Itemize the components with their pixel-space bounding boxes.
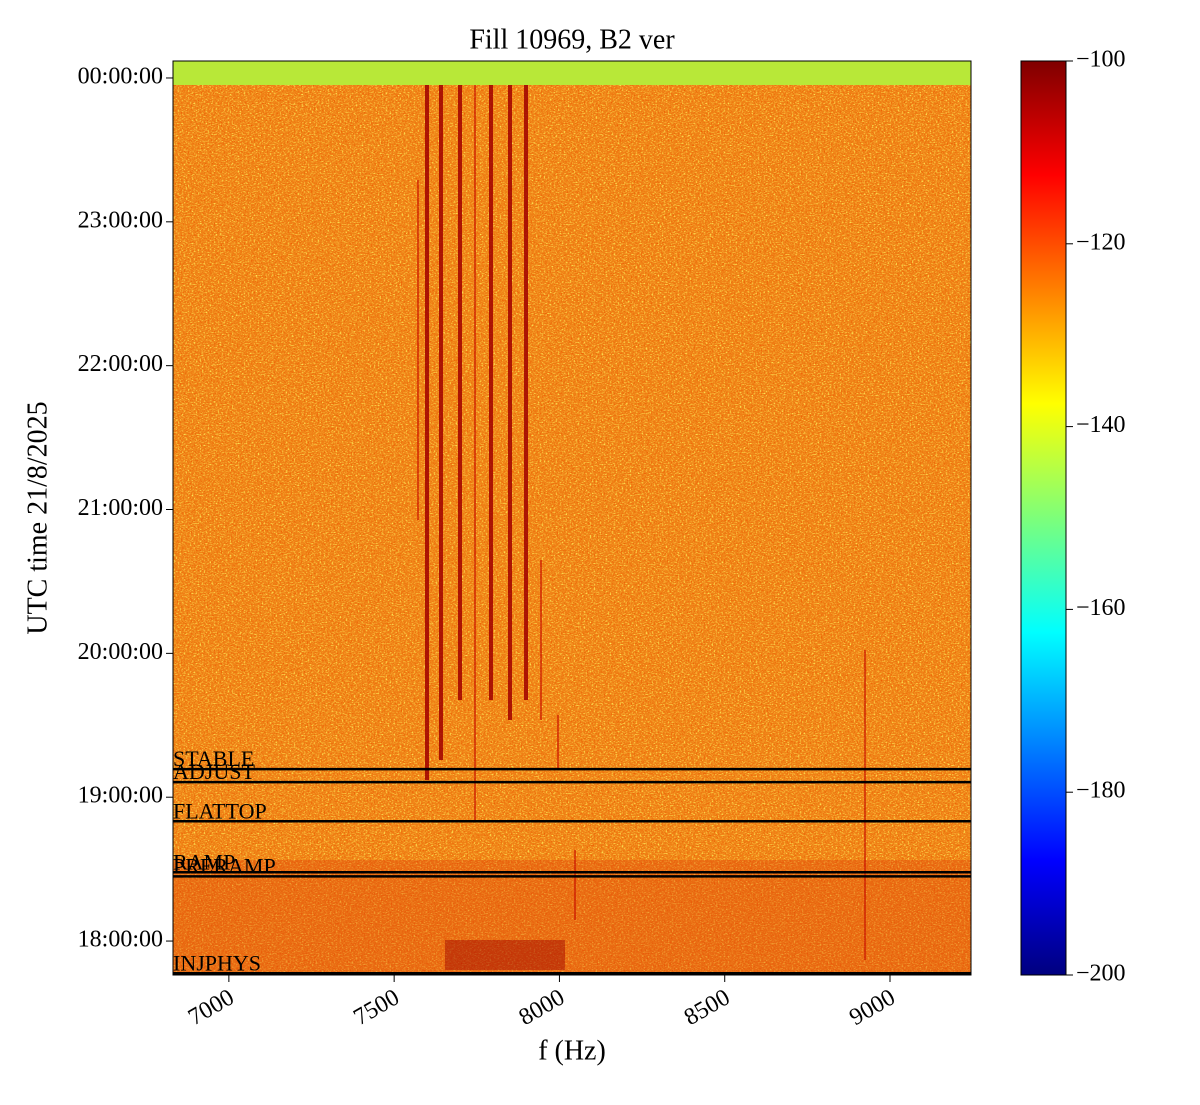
plot-frame (172, 60, 972, 976)
y-tick-label: 19:00:00 (78, 783, 163, 809)
x-tick-label: 7500 (349, 984, 404, 1031)
y-tick-label: 20:00:00 (78, 639, 163, 665)
y-axis-label: UTC time 21/8/2025 (22, 401, 53, 634)
phase-label: RAMP (173, 849, 235, 874)
y-tick-label: 22:00:00 (78, 351, 163, 377)
x-tick-label: 8000 (515, 984, 570, 1031)
colorbar-tick-label: −140 (1076, 412, 1126, 438)
colorbar (1020, 60, 1067, 976)
phase-label: PRERAMP (173, 853, 276, 878)
y-tick-label: 18:00:00 (78, 927, 163, 953)
x-axis-label: f (Hz) (538, 1035, 606, 1066)
x-tick-label: 7000 (184, 984, 239, 1031)
colorbar-tick-label: −160 (1076, 595, 1126, 621)
x-tick-label: 9000 (845, 984, 900, 1031)
y-tick-label: 23:00:00 (78, 207, 163, 233)
colorbar-tick-label: −200 (1076, 961, 1126, 987)
y-tick-label: 21:00:00 (78, 495, 163, 521)
spectrogram-image (173, 61, 971, 975)
phase-label: INJPHYS (173, 950, 261, 975)
colorbar-tick-label: −180 (1076, 778, 1126, 804)
colorbar-tick-label: −100 (1076, 47, 1126, 73)
phase-label: FLATTOP (173, 798, 267, 823)
phase-label: STABLE (173, 746, 254, 771)
x-tick-label: 8500 (680, 984, 735, 1031)
chart-title: Fill 10969, B2 ver (469, 24, 675, 55)
phase-label: ADJUST (173, 759, 255, 784)
y-tick-label: 00:00:00 (78, 63, 163, 89)
colorbar-tick-label: −120 (1076, 229, 1126, 255)
